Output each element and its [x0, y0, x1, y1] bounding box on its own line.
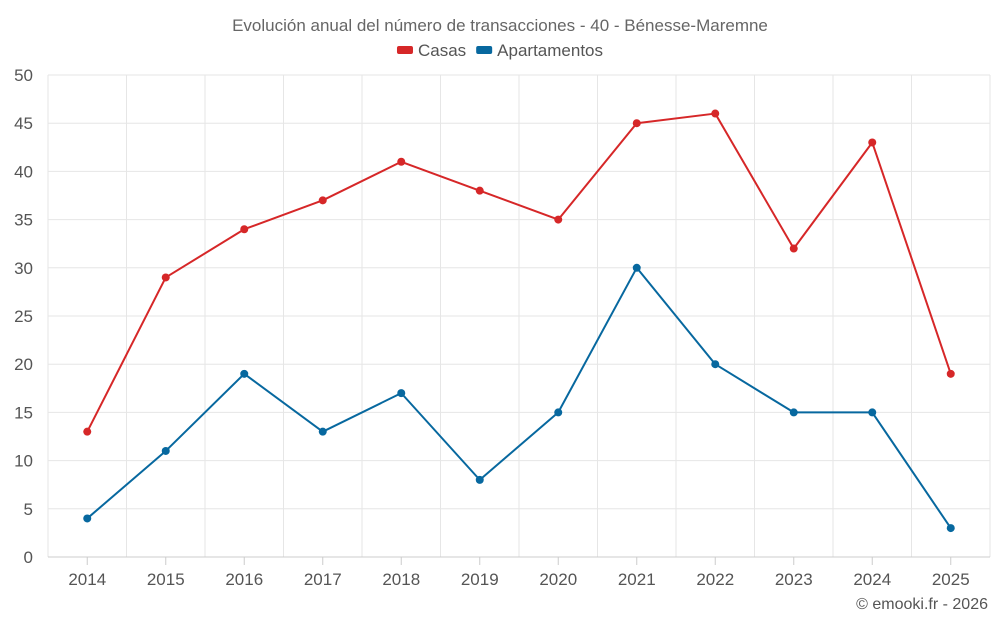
series-line [86, 266, 952, 529]
y-tick-label: 30 [14, 259, 33, 278]
series-line [86, 112, 952, 433]
y-tick-label: 25 [14, 307, 33, 326]
data-point[interactable] [868, 408, 877, 417]
x-tick-label: 2015 [147, 570, 185, 589]
x-tick-label: 2024 [853, 570, 891, 589]
x-tick-label: 2018 [382, 570, 420, 589]
x-tick-label: 2023 [775, 570, 813, 589]
y-tick-label: 35 [14, 211, 33, 230]
x-tick-label: 2019 [461, 570, 499, 589]
y-tick-label: 10 [14, 452, 33, 471]
data-point[interactable] [789, 244, 798, 253]
credit-text: © emooki.fr - 2026 [856, 596, 988, 613]
series-layer [83, 109, 955, 533]
chart-title: Evolución anual del número de transaccio… [232, 16, 768, 35]
data-point[interactable] [161, 446, 170, 455]
data-point[interactable] [475, 186, 484, 195]
data-point[interactable] [632, 263, 641, 272]
grid [47, 74, 991, 558]
data-point[interactable] [240, 225, 249, 234]
data-point[interactable] [475, 475, 484, 484]
series-apartamentos [83, 263, 955, 533]
data-point[interactable] [554, 215, 563, 224]
legend-item[interactable]: Apartamentos [476, 41, 603, 60]
data-point[interactable] [83, 514, 92, 523]
data-point[interactable] [240, 369, 249, 378]
series-casas [83, 109, 955, 436]
data-point[interactable] [711, 360, 720, 369]
y-tick-label: 40 [14, 162, 33, 181]
data-point[interactable] [397, 389, 406, 398]
y-tick-label: 5 [24, 500, 33, 519]
x-axis: 2014 2015 2016 2017 2018 2019 2020 2021 2022 2023… [68, 557, 970, 589]
data-point[interactable] [789, 408, 798, 417]
y-tick-label: 45 [14, 114, 33, 133]
legend-item[interactable]: Casas [396, 41, 466, 60]
x-tick-label: 2017 [304, 570, 342, 589]
x-tick-label: 2014 [68, 570, 106, 589]
data-point[interactable] [318, 196, 327, 205]
data-point[interactable] [83, 427, 92, 436]
y-tick-label: 20 [14, 355, 33, 374]
data-point[interactable] [161, 273, 170, 282]
y-axis: 0 5 10 15 20 25 30 35 40 45 50 [14, 66, 33, 567]
legend-swatch [476, 46, 493, 54]
y-tick-label: 50 [14, 66, 33, 85]
data-point[interactable] [397, 157, 406, 166]
x-tick-label: 2020 [539, 570, 577, 589]
data-point[interactable] [946, 369, 955, 378]
y-tick-label: 15 [14, 403, 33, 422]
x-tick-label: 2021 [618, 570, 656, 589]
data-point[interactable] [554, 408, 563, 417]
x-tick-label: 2016 [225, 570, 263, 589]
legend-label: Apartamentos [497, 41, 603, 60]
data-point[interactable] [711, 109, 720, 118]
legend-swatch [396, 46, 413, 54]
x-tick-label: 2025 [932, 570, 970, 589]
data-point[interactable] [318, 427, 327, 436]
x-tick-label: 2022 [696, 570, 734, 589]
data-point[interactable] [632, 119, 641, 128]
legend-label: Casas [418, 41, 466, 60]
data-point[interactable] [946, 524, 955, 533]
legend: Casas Apartamentos [396, 41, 603, 60]
data-point[interactable] [868, 138, 877, 147]
y-tick-label: 0 [24, 548, 33, 567]
